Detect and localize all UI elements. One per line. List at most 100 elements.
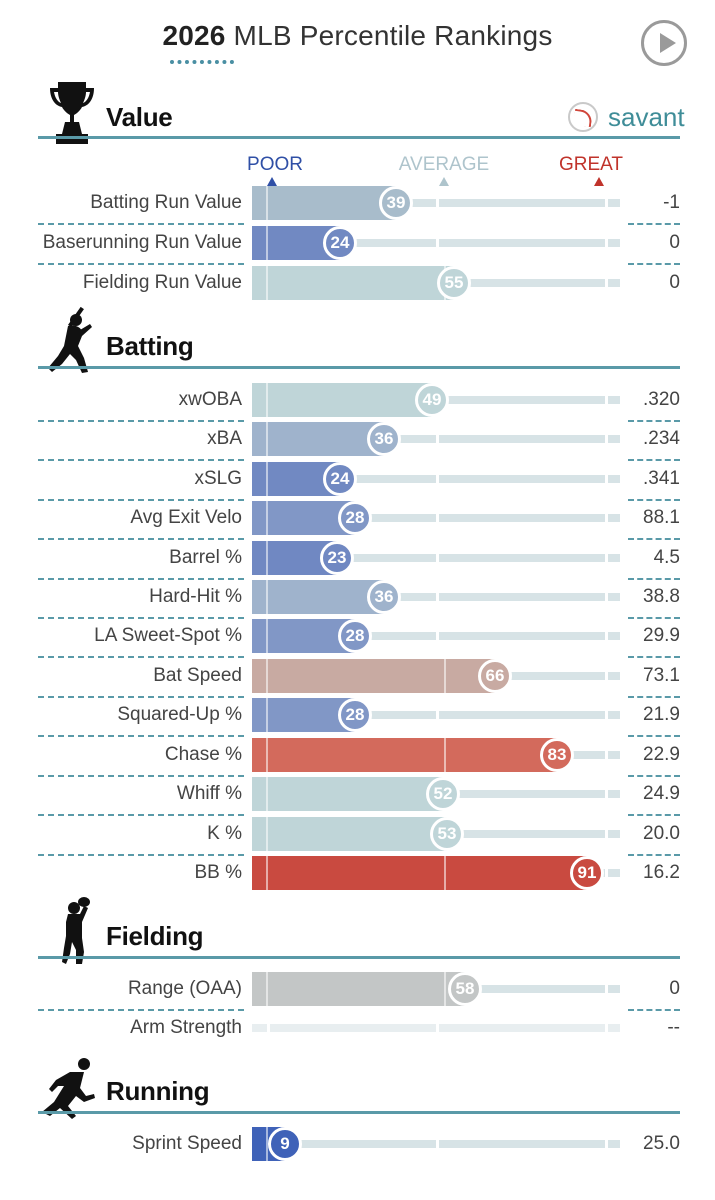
- bar-quartile-line: [266, 383, 268, 417]
- metric-label-bb: BB %: [194, 862, 242, 883]
- track-tick: [605, 751, 608, 759]
- metric-value-arm-strength: --: [667, 1017, 680, 1038]
- metric-label-range-oaa: Range (OAA): [127, 978, 242, 999]
- play-icon[interactable]: [641, 20, 687, 66]
- legend-great-marker: [594, 177, 604, 186]
- metric-value-avg-exit-velo: 88.1: [643, 507, 680, 528]
- metric-label-hard-hit: Hard-Hit %: [149, 586, 242, 607]
- percentile-bar-batting-run-value[interactable]: [252, 186, 396, 220]
- track-tick: [436, 1024, 439, 1032]
- legend-average-marker: [439, 177, 449, 186]
- percentile-bar-xwoba[interactable]: [252, 383, 432, 417]
- percentile-bar-fielding-run-value[interactable]: [252, 266, 454, 300]
- track-tick: [436, 632, 439, 640]
- row-divider: [38, 696, 244, 698]
- metric-value-bb: 16.2: [643, 862, 680, 883]
- percentile-bar-avg-exit-velo[interactable]: [252, 501, 355, 535]
- track-tick: [436, 239, 439, 247]
- metric-value-sprint-speed: 25.0: [643, 1133, 680, 1154]
- section-title-value: Value: [106, 102, 173, 132]
- metric-value-range-oaa: 0: [669, 978, 680, 999]
- metric-label-xslg: xSLG: [194, 468, 242, 489]
- percentile-badge-k: 53: [430, 817, 464, 851]
- track-tick: [605, 239, 608, 247]
- fielder-icon: [62, 897, 90, 964]
- track-tick: [605, 396, 608, 404]
- percentile-badge-whiff: 52: [426, 777, 460, 811]
- track-tick: [605, 790, 608, 798]
- metric-value-la-sweet-spot: 29.9: [643, 625, 680, 646]
- metric-label-xwoba: xwOBA: [178, 389, 242, 410]
- track-tick: [605, 435, 608, 443]
- row-divider: [38, 499, 244, 501]
- bar-quartile-line: [266, 226, 268, 260]
- percentile-badge-la-sweet-spot: 28: [338, 619, 372, 653]
- track-tick: [605, 279, 608, 287]
- percentile-bar-la-sweet-spot[interactable]: [252, 619, 355, 653]
- bar-quartile-line: [266, 501, 268, 535]
- percentile-bar-chase[interactable]: [252, 738, 557, 772]
- row-divider: [628, 775, 680, 777]
- percentile-badge-sprint-speed: 9: [268, 1127, 302, 1161]
- metric-value-barrel: 4.5: [653, 547, 680, 568]
- percentile-bar-k[interactable]: [252, 817, 447, 851]
- track-tick: [605, 593, 608, 601]
- metric-value-squared-up: 21.9: [643, 704, 680, 725]
- percentile-badge-chase: 83: [540, 738, 574, 772]
- savant-logo[interactable]: savant: [568, 100, 685, 134]
- percentile-bar-whiff[interactable]: [252, 777, 443, 811]
- metric-label-squared-up: Squared-Up %: [117, 704, 242, 725]
- row-divider: [38, 735, 244, 737]
- metric-label-chase: Chase %: [164, 744, 242, 765]
- bar-quartile-line: [266, 266, 268, 300]
- row-divider: [628, 578, 680, 580]
- row-divider: [628, 854, 680, 856]
- percentile-badge-bb: 91: [570, 856, 604, 890]
- legend-average: AVERAGE: [398, 154, 490, 175]
- percentile-track-sprint-speed: [252, 1140, 620, 1148]
- bar-quartile-line: [266, 856, 268, 890]
- bar-average-line: [444, 972, 446, 1006]
- track-tick: [436, 593, 439, 601]
- percentile-bar-hard-hit[interactable]: [252, 580, 384, 614]
- percentile-bar-range-oaa[interactable]: [252, 972, 465, 1006]
- bar-quartile-line: [266, 738, 268, 772]
- bar-quartile-line: [266, 186, 268, 220]
- percentile-bar-bat-speed[interactable]: [252, 659, 495, 693]
- percentile-bar-bb[interactable]: [252, 856, 587, 890]
- section-title-running: Running: [106, 1076, 210, 1106]
- legend-great: GREAT: [558, 154, 624, 175]
- section-rule-batting: [38, 366, 680, 369]
- track-tick: [605, 475, 608, 483]
- metric-value-whiff: 24.9: [643, 783, 680, 804]
- metric-label-avg-exit-velo: Avg Exit Velo: [130, 507, 242, 528]
- percentile-badge-fielding-run-value: 55: [437, 266, 471, 300]
- percentile-bar-squared-up[interactable]: [252, 698, 355, 732]
- bar-average-line: [444, 856, 446, 890]
- row-divider: [628, 814, 680, 816]
- percentile-bar-xba[interactable]: [252, 422, 384, 456]
- track-tick: [436, 475, 439, 483]
- metric-value-bat-speed: 73.1: [643, 665, 680, 686]
- metric-value-xba: .234: [643, 428, 680, 449]
- track-tick: [605, 514, 608, 522]
- row-divider: [38, 538, 244, 540]
- metric-label-bat-speed: Bat Speed: [153, 665, 242, 686]
- percentile-badge-barrel: 23: [320, 541, 354, 575]
- metric-value-batting-run-value: -1: [663, 192, 680, 213]
- row-divider: [628, 538, 680, 540]
- row-divider: [628, 617, 680, 619]
- bar-average-line: [444, 738, 446, 772]
- track-tick: [605, 1140, 608, 1148]
- bar-quartile-line: [266, 698, 268, 732]
- metric-label-la-sweet-spot: LA Sweet-Spot %: [94, 625, 242, 646]
- percentile-badge-xba: 36: [367, 422, 401, 456]
- trophy-icon: [50, 82, 94, 144]
- row-divider: [38, 775, 244, 777]
- percentile-badge-range-oaa: 58: [448, 972, 482, 1006]
- metric-label-baserunning-run-value: Baserunning Run Value: [42, 232, 242, 253]
- page-title: 2026 MLB Percentile Rankings: [0, 20, 715, 52]
- runner-icon: [42, 1058, 95, 1119]
- metric-label-fielding-run-value: Fielding Run Value: [82, 272, 242, 293]
- metric-label-sprint-speed: Sprint Speed: [132, 1133, 242, 1154]
